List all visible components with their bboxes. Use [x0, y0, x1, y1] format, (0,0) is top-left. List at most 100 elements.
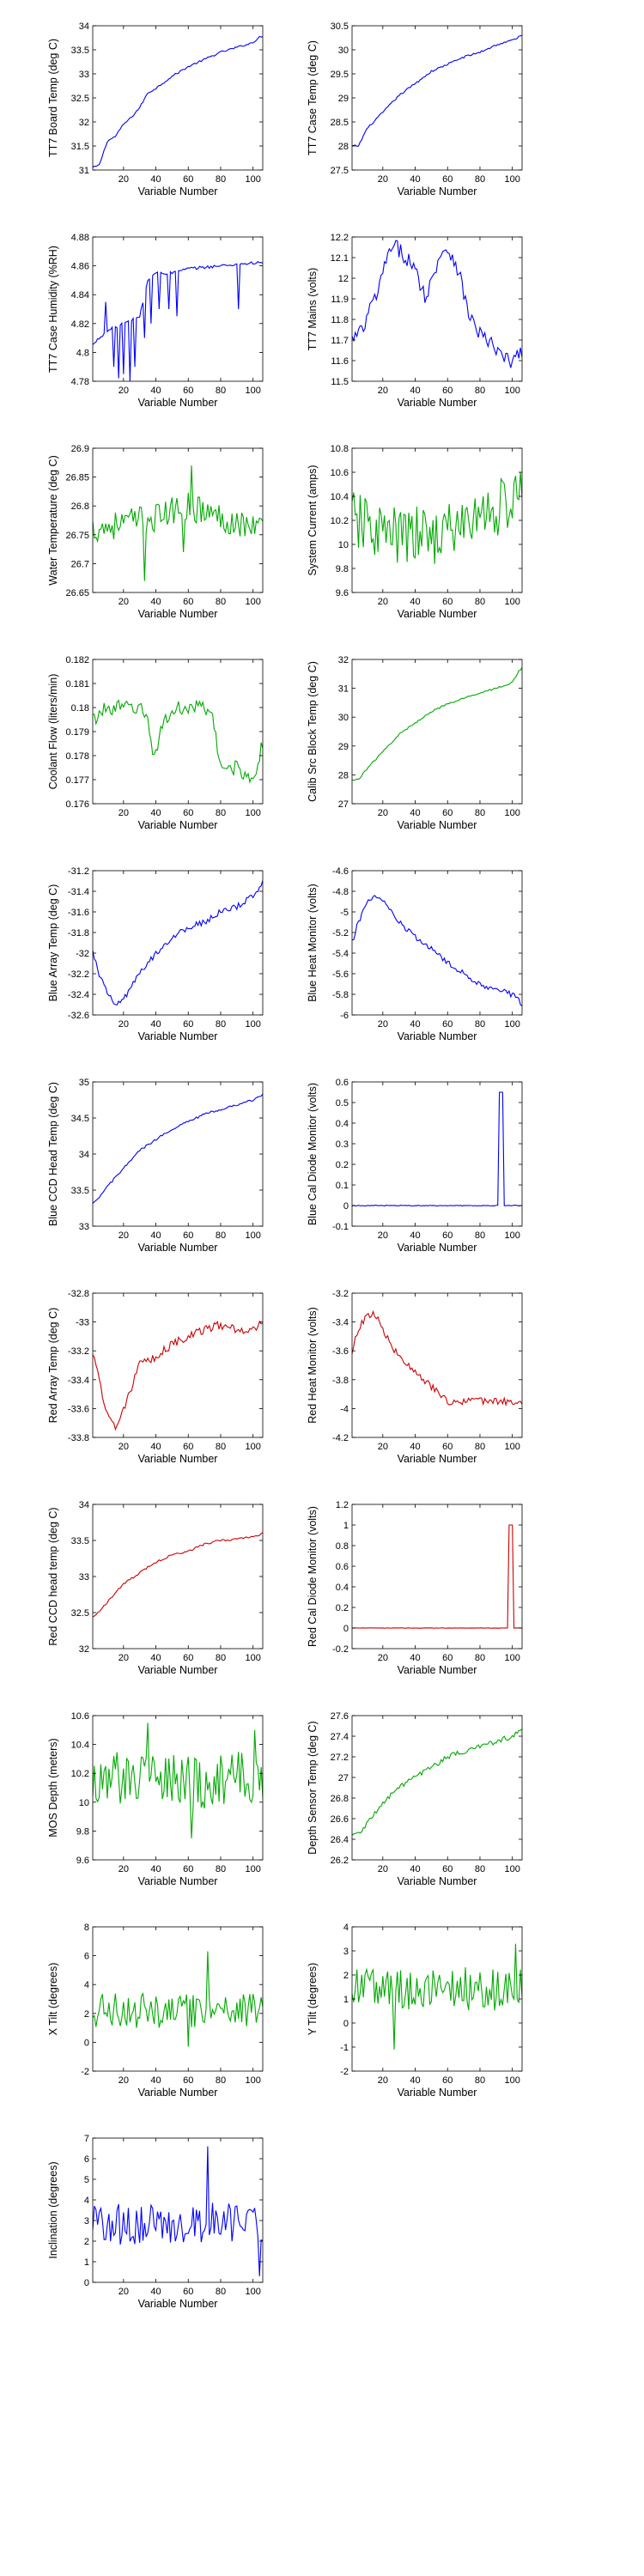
x-axis-label: Variable Number — [138, 1664, 218, 1676]
x-tick-label: 40 — [150, 2287, 161, 2297]
y-tick-label: 0.2 — [336, 1160, 349, 1170]
subplot-12: -0.1 0 0.1 0.2 0.3 0.4 0.5 0.6 20 40 60 80 100 Variab… — [307, 1078, 523, 1254]
y-tick-label: -5 — [340, 908, 349, 918]
x-tick-label: 20 — [118, 808, 129, 818]
y-tick-label: -31.4 — [68, 887, 89, 897]
y-tick-label: -1 — [340, 2043, 349, 2053]
x-tick-label: 100 — [246, 2075, 261, 2086]
y-tick-label: 12 — [338, 274, 349, 284]
x-tick-label: 80 — [216, 1864, 226, 1874]
series-line — [352, 240, 522, 368]
x-axis-label: Variable Number — [398, 2087, 477, 2099]
y-tick-label: -31.2 — [68, 866, 89, 877]
x-tick-label: 60 — [183, 174, 193, 185]
x-tick-label: 20 — [118, 1230, 129, 1241]
y-tick-label: 12.2 — [331, 233, 349, 243]
y-tick-label: -33.8 — [68, 1433, 89, 1443]
x-tick-label: 40 — [150, 1653, 161, 1663]
x-tick-label: 80 — [216, 1442, 226, 1452]
y-tick-label: 9.8 — [336, 564, 349, 574]
x-tick-label: 100 — [246, 174, 261, 185]
y-tick-label: -32.8 — [68, 1289, 89, 1299]
y-tick-label: -4.8 — [332, 887, 349, 897]
x-tick-label: 80 — [475, 808, 485, 818]
y-tick-label: -31.6 — [68, 908, 89, 918]
y-tick-label: 28.5 — [331, 118, 349, 128]
y-tick-label: -5.2 — [332, 928, 349, 939]
y-tick-label: 10 — [338, 540, 349, 550]
x-tick-label: 100 — [246, 2287, 261, 2297]
x-tick-label: 80 — [475, 1653, 485, 1663]
x-axis-label: Variable Number — [398, 185, 477, 197]
y-tick-label: 26.4 — [331, 1835, 349, 1845]
y-tick-label: 30.5 — [331, 21, 349, 32]
x-tick-label: 20 — [378, 1653, 388, 1663]
subplot-16: -0.2 0 0.2 0.4 0.6 0.8 1 1.2 20 40 60 80 100 Variable… — [307, 1500, 523, 1676]
x-tick-label: 60 — [442, 1864, 453, 1874]
x-tick-label: 40 — [150, 1442, 161, 1452]
y-tick-label: -5.6 — [332, 969, 349, 980]
y-tick-label: 28 — [338, 770, 349, 781]
series-line — [352, 471, 522, 564]
y-tick-label: 27.5 — [331, 166, 349, 176]
y-tick-label: 26.7 — [71, 559, 89, 569]
y-tick-label: 26.8 — [71, 501, 89, 512]
x-tick-label: 40 — [410, 1653, 420, 1663]
x-axis-label: Variable Number — [398, 1453, 477, 1465]
series-line — [93, 465, 263, 581]
x-tick-label: 40 — [150, 1230, 161, 1241]
y-axis-label: Y Tilt (degrees) — [307, 1963, 319, 2036]
y-tick-label: 4 — [343, 1923, 349, 1933]
plot-frame — [92, 2137, 264, 2283]
y-tick-label: 2 — [84, 2009, 89, 2020]
x-tick-label: 100 — [246, 1442, 261, 1452]
x-tick-label: 100 — [505, 1442, 520, 1452]
y-tick-label: 33.5 — [71, 46, 89, 56]
series-line — [93, 36, 263, 168]
y-tick-label: 6 — [84, 1952, 89, 1962]
x-tick-label: 100 — [505, 1019, 520, 1030]
x-tick-label: 40 — [150, 2075, 161, 2086]
plot-frame — [351, 25, 523, 171]
y-axis-label: TT7 Case Temp (deg C) — [307, 40, 319, 155]
y-tick-label: 1 — [343, 1995, 349, 2005]
y-tick-label: -2 — [81, 2067, 89, 2077]
x-tick-label: 40 — [410, 174, 420, 185]
x-tick-label: 20 — [378, 1230, 388, 1241]
x-tick-label: 60 — [183, 1230, 193, 1241]
y-tick-label: 10.6 — [71, 1711, 89, 1722]
y-tick-label: 27.4 — [331, 1732, 349, 1742]
y-tick-label: 0.18 — [71, 703, 89, 714]
plot-frame — [351, 1504, 523, 1649]
x-tick-label: 60 — [183, 2287, 193, 2297]
y-tick-label: 0 — [84, 2038, 89, 2048]
x-axis-label: Variable Number — [398, 1875, 477, 1887]
y-axis-label: Red CCD head temp (deg C) — [47, 1507, 59, 1645]
x-tick-label: 80 — [216, 174, 226, 185]
plot-frame — [351, 659, 523, 805]
y-tick-label: 11.5 — [331, 377, 349, 387]
y-tick-label: -2 — [340, 2067, 349, 2077]
y-tick-label: 34 — [79, 1150, 89, 1160]
y-tick-label: 32.5 — [71, 1608, 89, 1619]
y-tick-label: 32.5 — [71, 94, 89, 104]
y-tick-label: 32 — [338, 655, 349, 665]
y-tick-label: -33.2 — [68, 1346, 89, 1357]
y-tick-label: 33 — [79, 1222, 89, 1232]
y-tick-label: 4.88 — [71, 233, 89, 243]
series-line — [352, 895, 522, 1007]
series-line — [93, 2146, 263, 2276]
subplot-15: 32 32.5 33 33.5 34 20 40 60 80 100 Variable Number… — [47, 1500, 264, 1676]
subplot-13: -33.8 -33.6 -33.4 -33.2 -33 -32.8 20 40 60 80 100 V… — [47, 1289, 264, 1465]
x-tick-label: 60 — [442, 174, 453, 185]
y-tick-label: 5 — [84, 2175, 89, 2185]
y-tick-label: 0.6 — [336, 1078, 349, 1088]
x-tick-label: 60 — [442, 1653, 453, 1663]
y-tick-label: -3.8 — [332, 1376, 349, 1386]
x-tick-label: 60 — [183, 2075, 193, 2086]
y-tick-label: 34 — [79, 21, 89, 32]
x-tick-label: 40 — [150, 1019, 161, 1030]
x-tick-label: 80 — [216, 1653, 226, 1663]
series-line — [352, 34, 522, 148]
x-tick-label: 40 — [410, 386, 420, 396]
